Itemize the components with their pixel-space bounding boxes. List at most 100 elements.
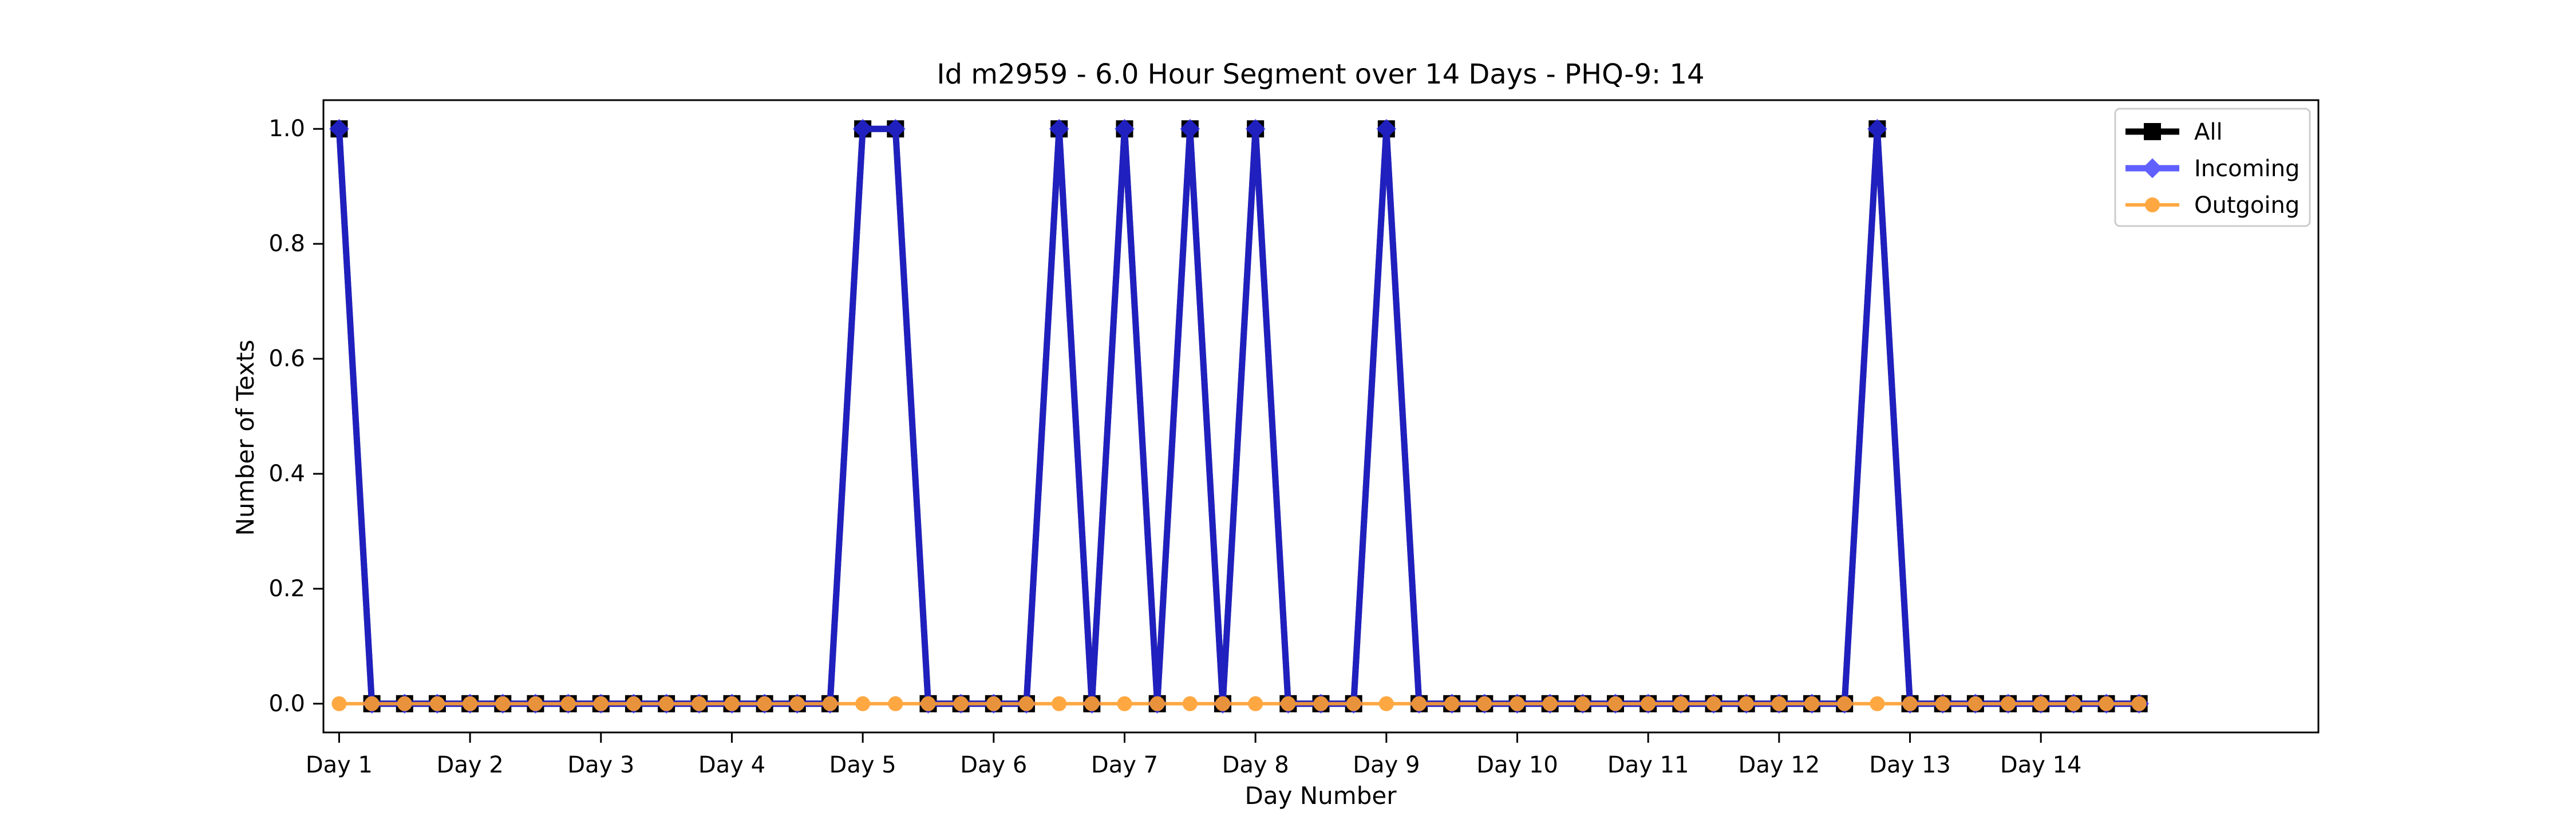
outgoing-series <box>331 696 2147 711</box>
outgoing-data-point <box>920 696 936 711</box>
x-tick-label: Day 6 <box>960 752 1027 778</box>
x-tick-label: Day 11 <box>1607 752 1689 778</box>
plot-frame <box>322 99 2320 734</box>
outgoing-data-point <box>1902 696 1918 711</box>
outgoing-data-point <box>1608 696 1623 711</box>
outgoing-data-point <box>757 696 772 711</box>
outgoing-data-point <box>1510 696 1525 711</box>
outgoing-data-point <box>986 696 1001 711</box>
x-tick-label: Day 2 <box>437 752 504 778</box>
x-axis: Day 1 Day 2 Day 3 Day 4 Day 5 Day 6 Day 7 Day 8… <box>306 732 2082 778</box>
legend-box <box>2114 108 2311 227</box>
outgoing-data-point <box>1018 696 1034 711</box>
legend-swatch-marker <box>2142 158 2163 179</box>
outgoing-data-point <box>331 696 347 711</box>
x-tick-label: Day 5 <box>829 752 896 778</box>
incoming-data-point <box>1049 118 1069 139</box>
chart-title: Id m2959 - 6.0 Hour Segment over 14 Days… <box>937 58 1704 90</box>
x-tick-label: Day 13 <box>1869 752 1951 778</box>
legend-item <box>2125 197 2179 212</box>
y-tick-label: 0.8 <box>268 231 305 257</box>
outgoing-data-point <box>626 696 641 711</box>
outgoing-data-point <box>2131 696 2147 711</box>
outgoing-data-point <box>1052 696 1067 711</box>
x-tick-label: Day 12 <box>1739 752 1820 778</box>
outgoing-data-point <box>692 696 707 711</box>
legend-swatch-marker <box>2144 123 2161 140</box>
y-tick-label: 0.4 <box>268 461 305 487</box>
outgoing-data-point <box>1935 696 1950 711</box>
outgoing-data-point <box>2033 696 2049 711</box>
outgoing-data-point <box>429 696 445 711</box>
plot-area <box>322 99 2320 734</box>
outgoing-data-point <box>1346 696 1361 711</box>
outgoing-data-point <box>2066 696 2081 711</box>
outgoing-data-point <box>855 696 871 711</box>
incoming-data-point <box>1867 118 1887 139</box>
outgoing-data-point <box>1739 696 1754 711</box>
x-tick-label: Day 4 <box>698 752 765 778</box>
outgoing-data-point <box>822 696 837 711</box>
outgoing-data-point <box>1378 696 1394 711</box>
outgoing-data-point <box>1412 696 1427 711</box>
legend-swatch-marker <box>2145 197 2160 212</box>
outgoing-data-point <box>1248 696 1263 711</box>
outgoing-data-point <box>789 696 805 711</box>
x-tick-label: Day 9 <box>1353 752 1420 778</box>
outgoing-data-point <box>1706 696 1721 711</box>
outgoing-data-point <box>593 696 609 711</box>
outgoing-data-point <box>1281 696 1296 711</box>
y-axis: 0.0 0.2 0.4 0.6 0.8 1.0 <box>268 116 323 717</box>
incoming-data-point <box>329 118 349 139</box>
outgoing-data-point <box>560 696 576 711</box>
incoming-data-point <box>885 118 906 139</box>
x-axis-label: Day Number <box>1244 782 1397 810</box>
outgoing-data-point <box>2001 696 2016 711</box>
outgoing-data-point <box>1313 696 1329 711</box>
y-tick-label: 1.0 <box>268 116 305 142</box>
series-layer <box>329 118 2150 714</box>
x-tick-label: Day 8 <box>1222 752 1289 778</box>
outgoing-data-point <box>528 696 543 711</box>
outgoing-data-point <box>1182 696 1198 711</box>
outgoing-data-point <box>724 696 740 711</box>
outgoing-data-point <box>463 696 478 711</box>
x-tick-label: Day 14 <box>2000 752 2082 778</box>
outgoing-data-point <box>1837 696 1852 711</box>
outgoing-data-point <box>495 696 511 711</box>
outgoing-data-point <box>1967 696 1983 711</box>
legend: All Incoming Outgoing <box>2114 108 2311 227</box>
legend-item <box>2125 158 2179 179</box>
outgoing-data-point <box>1870 696 1885 711</box>
outgoing-data-point <box>1117 696 1132 711</box>
outgoing-data-point <box>1444 696 1460 711</box>
x-tick-label: Day 7 <box>1091 752 1158 778</box>
outgoing-data-point <box>1641 696 1656 711</box>
legend-label: Incoming <box>2194 156 2300 182</box>
outgoing-data-point <box>1673 696 1689 711</box>
outgoing-data-point <box>1542 696 1558 711</box>
legend-item <box>2125 123 2179 140</box>
outgoing-data-point <box>1477 696 1492 711</box>
y-tick-label: 0.0 <box>268 691 305 717</box>
x-tick-label: Day 1 <box>306 752 373 778</box>
outgoing-data-point <box>888 696 903 711</box>
x-tick-label: Day 10 <box>1476 752 1558 778</box>
outgoing-data-point <box>953 696 969 711</box>
outgoing-data-point <box>1215 696 1230 711</box>
x-tick-label: Day 3 <box>567 752 634 778</box>
y-tick-label: 0.6 <box>268 346 305 372</box>
legend-label: All <box>2194 119 2223 145</box>
y-tick-label: 0.2 <box>268 576 305 602</box>
outgoing-data-point <box>1084 696 1100 711</box>
outgoing-data-point <box>397 696 412 711</box>
outgoing-data-point <box>2099 696 2114 711</box>
outgoing-data-point <box>1804 696 1820 711</box>
outgoing-data-point <box>1575 696 1590 711</box>
y-axis-label: Number of Texts <box>231 340 259 536</box>
outgoing-data-point <box>1771 696 1787 711</box>
legend-label: Outgoing <box>2194 192 2300 219</box>
incoming-data-point <box>1376 118 1397 139</box>
